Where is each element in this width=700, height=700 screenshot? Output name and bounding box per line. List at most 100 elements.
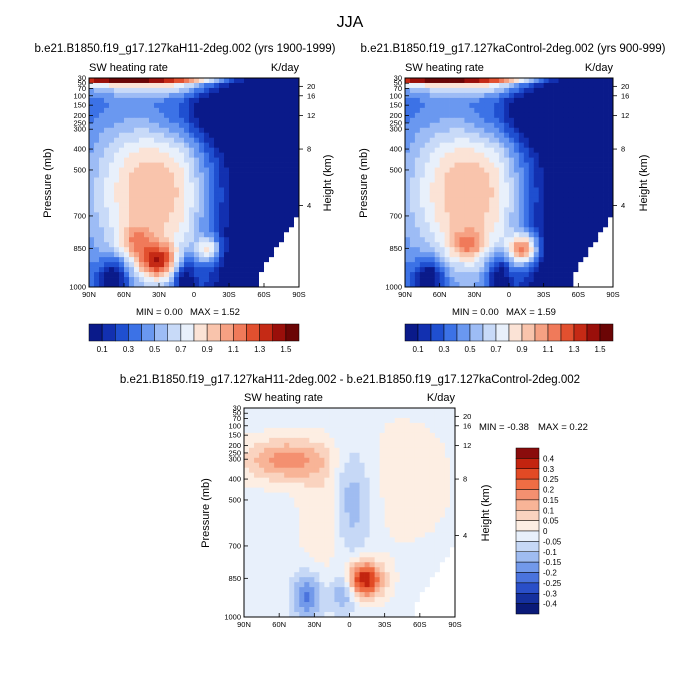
heatmap-cell [419,262,426,268]
heatmap-cell [194,102,200,109]
heatmap-cell [359,427,365,434]
heatmap-cell [414,252,421,258]
heatmap-cell [404,547,411,553]
heatmap-cell [249,217,255,223]
heatmap-cell [259,432,265,439]
heatmap-cell [489,132,495,139]
heatmap-cell [339,427,345,434]
heatmap-cell [104,117,110,124]
heatmap-cell [593,87,599,94]
heatmap-cell [459,87,465,94]
heatmap-cell [429,427,436,434]
x-tick-label: 30N [467,290,481,299]
heatmap-cell [279,167,285,173]
heatmap-cell [249,482,255,488]
heatmap-cell [523,87,530,94]
heatmap-cell [329,422,335,429]
heatmap-cell [134,247,140,253]
heatmap-cell [538,92,545,99]
heatmap-cell [279,172,285,178]
heatmap-cell [164,112,170,119]
heatmap-cell [284,557,290,563]
heatmap-cell [324,547,330,553]
heatmap-cell [209,107,215,114]
heatmap-cell [289,197,295,203]
heatmap-cell [494,172,500,178]
heatmap-cell [289,542,295,548]
heatmap-cell [164,117,170,124]
heatmap-cell [99,157,105,163]
heatmap-cell [558,267,564,273]
heatmap-cell [254,417,260,424]
heatmap-cell [404,417,411,424]
heatmap-cell [209,117,215,124]
heatmap-cell [249,152,255,158]
heatmap-cell [304,417,310,424]
heatmap-cell [264,432,270,439]
heatmap-cell [279,477,285,483]
heatmap-cell [523,172,530,178]
heatmap-cell [284,277,290,283]
heatmap-cell [149,272,155,278]
heatmap-cell [454,272,460,278]
heatmap-cell [129,162,135,168]
heatmap-cell [538,142,545,149]
heatmap-cell [194,82,200,89]
heatmap-cell [558,242,564,248]
y-tick-label: 700 [73,211,86,220]
heatmap-cell [284,472,290,479]
heatmap-cell [449,207,455,213]
heatmap-cell [214,217,220,223]
heatmap-cell [289,267,295,273]
heatmap-cell [289,532,295,538]
heatmap-cell [184,102,190,109]
heatmap-cell [144,212,150,218]
heatmap-cell [399,482,406,488]
heatmap-cell [239,257,245,263]
heatmap-cell [279,462,285,469]
heatmap-cell [164,162,170,168]
heatmap-cell [284,167,290,173]
heatmap-cell [444,122,450,129]
heatmap-cell [94,197,100,203]
heatmap-cell [504,132,510,139]
heatmap-cell [89,162,95,168]
heatmap-cell [454,157,460,163]
heatmap-cell [159,257,165,263]
heatmap-cell [568,92,574,99]
heatmap-cell [154,87,160,94]
heatmap-cell [114,217,120,223]
heatmap-cell [588,127,594,134]
heatmap-cell [528,142,535,149]
heatmap-cell [169,282,175,288]
heatmap-cell [194,197,200,203]
heatmap-cell [259,82,265,89]
heatmap-cell [364,437,370,444]
heatmap-cell [424,507,431,513]
heatmap-cell [553,272,559,278]
heatmap-cell [209,87,215,94]
heatmap-cell [474,112,480,119]
heatmap-cell [139,87,145,94]
heatmap-cell [434,482,441,488]
heatmap-cell [249,107,255,114]
heatmap-cell [169,102,175,109]
heatmap-cell [234,277,240,283]
heatmap-cell [354,447,360,454]
heatmap-cell [304,477,310,483]
heatmap-cell [144,92,150,99]
heatmap-cell [364,502,370,508]
heatmap-cell [269,412,275,419]
heatmap-cell [474,212,480,218]
heatmap-cell [224,162,230,168]
heatmap-cell [434,422,441,429]
heatmap-cell [209,122,215,129]
heatmap-cell [379,487,386,493]
heatmap-cell [199,127,205,134]
heatmap-cell [563,242,569,248]
heatmap-cell [219,122,225,129]
heatmap-cell [494,177,500,183]
heatmap-cell [548,87,554,94]
heatmap-cell [319,472,325,479]
heatmap-cell [404,452,411,459]
